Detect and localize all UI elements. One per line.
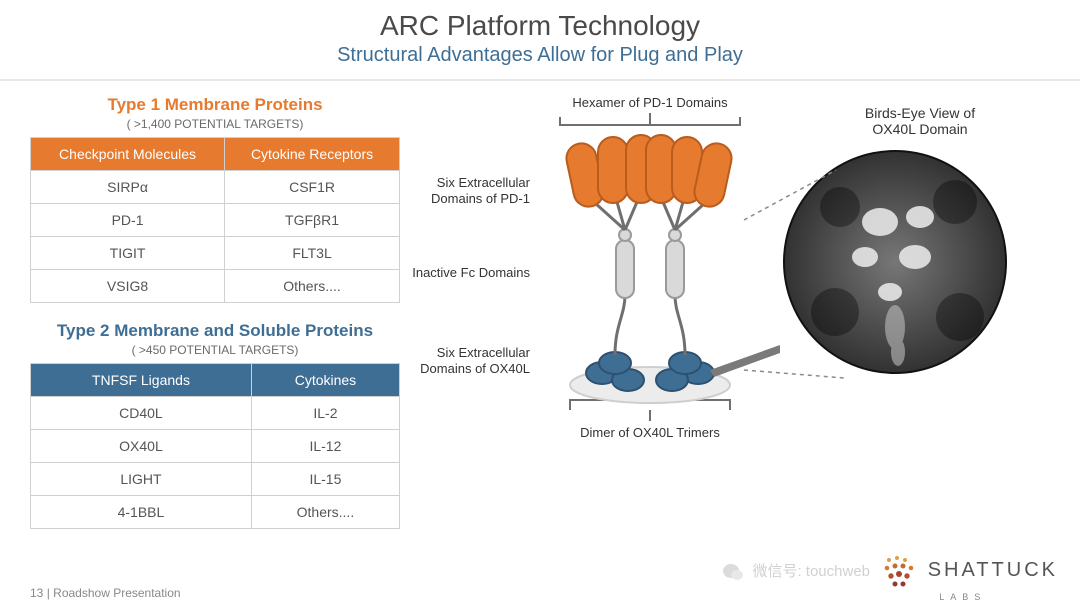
diagram-fc-label: Inactive Fc Domains xyxy=(400,265,530,281)
table2-header-0: TNFSF Ligands xyxy=(31,364,252,397)
diagram-bottom-label: Dimer of OX40L Trimers xyxy=(550,425,750,441)
diagram-pd1-label: Six Extracellular Domains of PD-1 xyxy=(400,175,530,208)
birdseye-image xyxy=(780,147,1010,377)
wechat-icon xyxy=(722,562,744,582)
footer-label: Roadshow Presentation xyxy=(53,586,180,600)
table-row: SIRPαCSF1R xyxy=(31,171,400,204)
table1-subtitle: ( >1,400 POTENTIAL TARGETS) xyxy=(30,117,400,131)
logo-text: SHATTUCK xyxy=(928,559,1058,581)
table-row: CD40LIL-2 xyxy=(31,397,400,430)
company-logo: SHATTUCK LABS xyxy=(879,552,1058,602)
table1-title: Type 1 Membrane Proteins xyxy=(30,95,400,115)
table-row: VSIG8Others.... xyxy=(31,270,400,303)
divider xyxy=(0,79,1080,81)
page-subtitle: Structural Advantages Allow for Plug and… xyxy=(0,44,1080,67)
molecular-diagram: Hexamer of PD-1 Domains Six Extracellula… xyxy=(400,95,780,547)
logo-subtext: LABS xyxy=(939,592,1058,602)
dashed-connector xyxy=(550,130,830,140)
birdseye-column: Birds-Eye View of OX40L Domain xyxy=(780,95,1060,547)
table2-header-1: Cytokines xyxy=(251,364,399,397)
table-type1: Type 1 Membrane Proteins ( >1,400 POTENT… xyxy=(30,95,400,303)
page-title: ARC Platform Technology xyxy=(0,10,1080,42)
table-row: PD-1TGFβR1 xyxy=(31,204,400,237)
table1-header-0: Checkpoint Molecules xyxy=(31,138,225,171)
diagram-top-label: Hexamer of PD-1 Domains xyxy=(550,95,750,111)
table2-subtitle: ( >450 POTENTIAL TARGETS) xyxy=(30,343,400,357)
table1-header-1: Cytokine Receptors xyxy=(225,138,400,171)
page-number: 13 xyxy=(30,586,43,600)
table2-title: Type 2 Membrane and Soluble Proteins xyxy=(30,321,400,341)
table-row: LIGHTIL-15 xyxy=(31,463,400,496)
table-row: 4-1BBLOthers.... xyxy=(31,496,400,529)
logo-icon xyxy=(879,552,923,592)
diagram-ox40l-label: Six Extracellular Domains of OX40L xyxy=(400,345,530,378)
wechat-watermark: 微信号: touchweb xyxy=(722,560,870,582)
table-row: TIGITFLT3L xyxy=(31,237,400,270)
tables-column: Type 1 Membrane Proteins ( >1,400 POTENT… xyxy=(30,95,400,547)
table-type2: Type 2 Membrane and Soluble Proteins ( >… xyxy=(30,321,400,529)
table-row: OX40LIL-12 xyxy=(31,430,400,463)
footer: 13 | Roadshow Presentation xyxy=(30,586,181,600)
